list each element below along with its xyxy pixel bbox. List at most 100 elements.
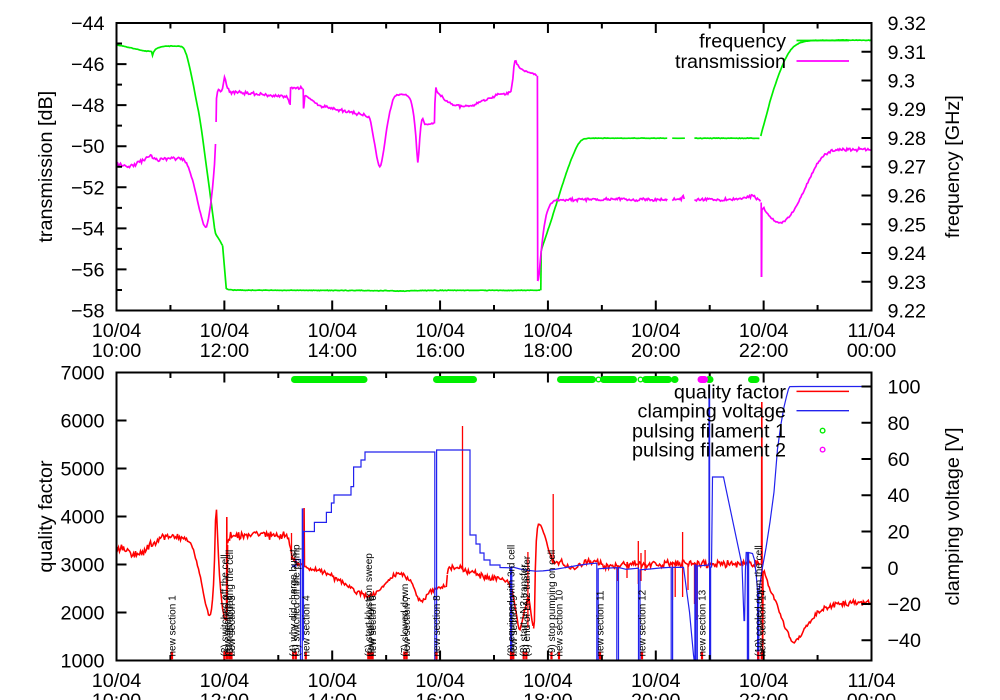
svg-text:new section 4: new section 4: [301, 595, 312, 657]
svg-text:clamping voltage: clamping voltage: [638, 401, 786, 423]
svg-text:4000: 4000: [60, 507, 104, 529]
svg-text:new section 7: new section 7: [402, 595, 413, 657]
svg-text:quality factor: quality factor: [35, 460, 57, 573]
svg-text:new section 10: new section 10: [555, 589, 566, 656]
svg-text:10/04: 10/04: [523, 320, 573, 342]
svg-text:(6) start klystron sweep: (6) start klystron sweep: [364, 553, 375, 657]
svg-text:new section 9: new section 9: [509, 595, 520, 657]
svg-text:12:00: 12:00: [200, 340, 250, 362]
svg-text:10/04: 10/04: [200, 670, 250, 692]
svg-text:frequency: frequency: [699, 31, 786, 53]
svg-text:00:00: 00:00: [847, 340, 897, 362]
svg-text:10/04: 10/04: [631, 320, 681, 342]
svg-text:10/04: 10/04: [307, 320, 357, 342]
svg-text:10:00: 10:00: [92, 340, 142, 362]
svg-text:22:00: 22:00: [739, 340, 789, 362]
svg-text:1000: 1000: [60, 651, 104, 673]
svg-text:80: 80: [888, 413, 910, 435]
svg-text:10/04: 10/04: [415, 670, 465, 692]
svg-text:11/04: 11/04: [847, 670, 895, 692]
svg-text:9.26: 9.26: [888, 186, 927, 208]
svg-text:(9) stop pumping on cell: (9) stop pumping on cell: [547, 550, 558, 657]
svg-text:clamping voltage [V]: clamping voltage [V]: [942, 427, 964, 605]
svg-text:18:00: 18:00: [523, 340, 573, 362]
svg-text:2000: 2000: [60, 603, 104, 625]
svg-text:new section 14: new section 14: [757, 589, 768, 656]
svg-text:7000: 7000: [60, 363, 104, 385]
svg-text:−56: −56: [71, 259, 105, 281]
svg-text:9.32: 9.32: [888, 13, 927, 35]
svg-text:10/04: 10/04: [307, 670, 357, 692]
svg-text:quality factor: quality factor: [674, 381, 787, 403]
svg-text:(5) switched off the pump: (5) switched off the pump: [291, 544, 302, 657]
svg-text:60: 60: [888, 449, 910, 471]
svg-text:(8) end of LN2 transfer: (8) end of LN2 transfer: [522, 555, 533, 656]
svg-text:−58: −58: [71, 301, 105, 323]
svg-text:9.28: 9.28: [888, 128, 927, 150]
svg-text:10/04: 10/04: [631, 670, 681, 692]
svg-text:00:00: 00:00: [847, 690, 897, 700]
svg-text:9.22: 9.22: [888, 301, 927, 323]
svg-text:transmission [dB]: transmission [dB]: [35, 91, 57, 243]
svg-text:16:00: 16:00: [415, 340, 465, 362]
svg-text:9.23: 9.23: [888, 272, 927, 294]
svg-text:20: 20: [888, 522, 910, 544]
svg-text:11/04: 11/04: [847, 320, 895, 342]
svg-text:new section 1: new section 1: [168, 595, 179, 657]
svg-text:pulsing filament 1: pulsing filament 1: [632, 421, 786, 443]
svg-text:100: 100: [888, 377, 921, 399]
svg-text:−52: −52: [71, 177, 105, 199]
svg-text:10/04: 10/04: [523, 670, 573, 692]
svg-text:9.27: 9.27: [888, 157, 927, 179]
svg-text:10:00: 10:00: [92, 690, 142, 700]
svg-text:6000: 6000: [60, 411, 104, 433]
svg-text:9.31: 9.31: [888, 42, 927, 64]
svg-text:(8) start LN2 transfer: (8) start LN2 transfer: [519, 564, 530, 657]
svg-text:new section 11: new section 11: [596, 590, 607, 656]
svg-text:20:00: 20:00: [631, 690, 681, 700]
svg-text:9.24: 9.24: [888, 243, 927, 265]
svg-text:22:00: 22:00: [739, 690, 789, 700]
svg-text:(2) switched off the cell: (2) switched off the cell: [220, 554, 231, 656]
svg-text:5000: 5000: [60, 459, 104, 481]
svg-text:10/04: 10/04: [415, 320, 465, 342]
svg-text:16:00: 16:00: [415, 690, 465, 700]
svg-text:9.25: 9.25: [888, 214, 927, 236]
svg-text:−44: −44: [71, 13, 105, 35]
svg-text:transmission: transmission: [675, 51, 786, 73]
svg-text:18:00: 18:00: [523, 690, 573, 700]
svg-text:new section 3: new section 3: [227, 595, 238, 657]
svg-text:9.29: 9.29: [888, 99, 927, 121]
svg-text:10/04: 10/04: [739, 320, 789, 342]
svg-text:new section 12: new section 12: [638, 589, 649, 656]
svg-text:10/04: 10/04: [200, 320, 250, 342]
svg-text:new section 6: new section 6: [368, 595, 379, 657]
svg-text:−54: −54: [71, 218, 105, 240]
svg-text:−40: −40: [888, 630, 922, 652]
svg-text:new section 5: new section 5: [366, 595, 377, 657]
svg-text:10/04: 10/04: [92, 670, 142, 692]
svg-text:14:00: 14:00: [307, 690, 357, 700]
svg-text:(7) slowed down: (7) slowed down: [400, 584, 411, 657]
svg-text:0: 0: [888, 558, 899, 580]
svg-text:−46: −46: [71, 54, 105, 76]
svg-text:−50: −50: [71, 136, 105, 158]
svg-text:10/04: 10/04: [92, 320, 142, 342]
svg-text:−48: −48: [71, 95, 105, 117]
svg-text:12:00: 12:00: [200, 690, 250, 700]
svg-text:new section 2: new section 2: [223, 595, 234, 657]
svg-text:3000: 3000: [60, 555, 104, 577]
svg-text:(8) equipped with 3rd cell: (8) equipped with 3rd cell: [507, 545, 518, 657]
svg-text:20:00: 20:00: [631, 340, 681, 362]
svg-text:new section 13: new section 13: [698, 589, 709, 656]
svg-text:frequency [GHz]: frequency [GHz]: [942, 95, 964, 238]
svg-text:new section 8: new section 8: [432, 595, 443, 657]
svg-text:−20: −20: [888, 594, 922, 616]
svg-text:(10) cooled down the cell: (10) cooled down the cell: [754, 545, 765, 656]
svg-text:pulsing filament 2: pulsing filament 2: [632, 440, 786, 462]
svg-text:40: 40: [888, 485, 910, 507]
svg-text:14:00: 14:00: [307, 340, 357, 362]
svg-text:(4) why did charge burst: (4) why did charge burst: [289, 549, 300, 656]
svg-text:9.3: 9.3: [888, 71, 916, 93]
svg-text:10/04: 10/04: [739, 670, 789, 692]
